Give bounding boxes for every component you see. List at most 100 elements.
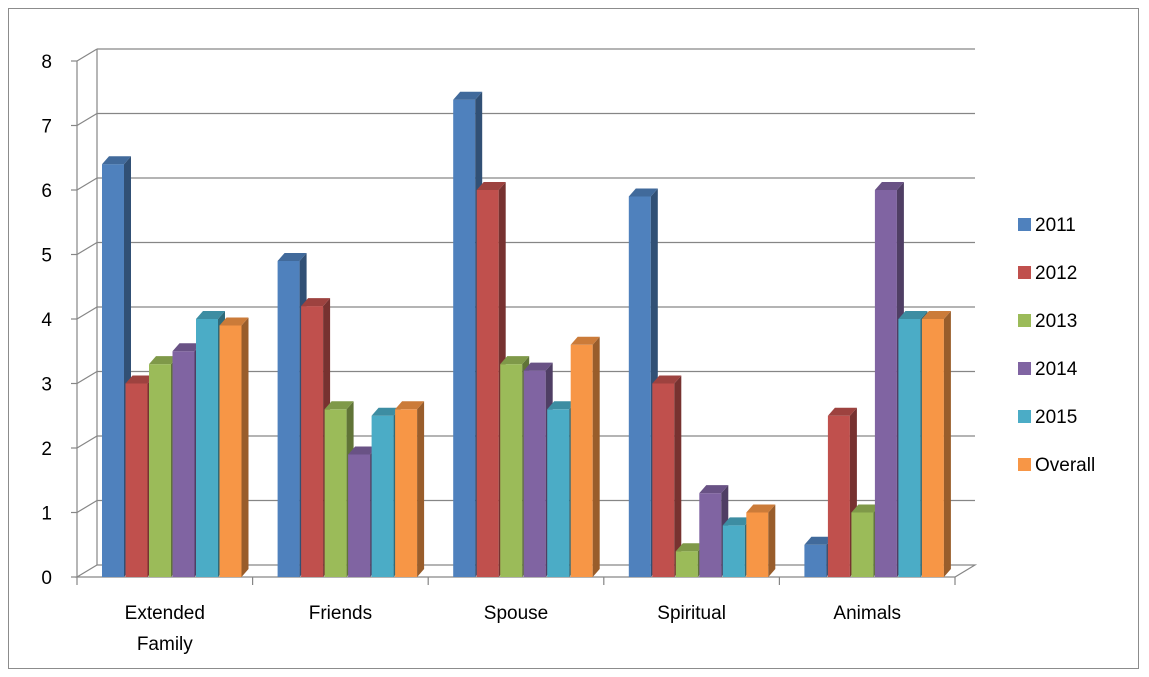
bar-side	[674, 375, 682, 577]
bars	[102, 91, 951, 577]
bar-top	[570, 336, 600, 345]
bar-top	[371, 407, 401, 416]
bar-side	[768, 504, 776, 577]
bar-top	[324, 401, 354, 410]
bar-front	[102, 164, 124, 577]
y-tick-label: 2	[41, 439, 52, 460]
bar	[570, 336, 600, 577]
bar-top	[699, 485, 729, 494]
bar-front	[301, 306, 324, 577]
bar-front	[628, 196, 651, 577]
bar-top	[348, 446, 378, 455]
x-tick-label: Spiritual	[657, 603, 726, 624]
bar-top	[547, 401, 577, 410]
bar-top	[921, 311, 951, 319]
bar-top	[125, 375, 155, 384]
bar-top	[804, 536, 834, 545]
bar-top	[628, 188, 658, 197]
legend: 2011 2012 2013 2014 2015 Overall	[1018, 215, 1095, 476]
bar-front	[874, 190, 897, 577]
legend-item: 2013	[1018, 311, 1077, 332]
bar-top	[827, 407, 857, 416]
bar-front	[149, 364, 171, 577]
bar-side	[943, 311, 951, 577]
bar-front	[804, 544, 827, 577]
axes	[71, 60, 956, 585]
y-tick-label: 4	[41, 310, 52, 331]
legend-item: 2014	[1018, 359, 1078, 380]
bar-front	[898, 319, 921, 577]
y-tick-label: 3	[41, 375, 52, 396]
bar-top	[874, 182, 904, 190]
bar-top	[523, 362, 553, 371]
bar-front	[219, 325, 242, 577]
bar-front	[348, 454, 371, 577]
bar-top	[898, 311, 928, 319]
bar-top	[149, 356, 178, 365]
legend-item: 2012	[1018, 263, 1077, 284]
bar	[652, 375, 682, 577]
bar-front	[277, 260, 300, 577]
bar	[746, 504, 776, 577]
legend-swatch	[1018, 410, 1031, 423]
bar-front	[652, 383, 675, 577]
gridline-diagonal	[76, 177, 98, 191]
gridline-diagonal	[76, 48, 98, 62]
bar-front	[547, 409, 570, 577]
gridline-diagonal	[76, 112, 98, 127]
y-tick-label: 6	[41, 181, 52, 202]
x-tick-label: Extended Family	[125, 603, 205, 655]
bar-front	[453, 99, 476, 577]
bar-front	[921, 319, 944, 577]
gridline-diagonal	[76, 241, 98, 256]
bar	[395, 401, 425, 577]
bar-top	[675, 543, 705, 552]
x-tick-label: Friends	[309, 603, 372, 624]
gridline-diagonal	[76, 499, 98, 514]
legend-swatch	[1018, 314, 1031, 327]
bar-side	[417, 401, 425, 577]
bar-front	[125, 383, 148, 577]
bar-top	[219, 317, 249, 326]
legend-label: 2012	[1035, 263, 1077, 284]
bar-top	[851, 504, 881, 513]
legend-item: 2011	[1018, 215, 1076, 236]
bar-front	[476, 190, 499, 577]
bar-top	[277, 252, 307, 261]
y-tick-label: 1	[41, 504, 52, 525]
bar-side	[592, 336, 600, 577]
bar-side	[241, 317, 249, 577]
x-tick-label: Spouse	[484, 603, 548, 624]
y-tick-label: 8	[41, 52, 52, 73]
legend-label: 2014	[1035, 359, 1078, 380]
gridline-diagonal	[76, 370, 98, 385]
bar-front	[570, 344, 593, 577]
legend-label: 2011	[1035, 215, 1076, 236]
bar-top	[453, 91, 483, 100]
y-tick-label: 0	[41, 568, 52, 589]
x-axis-tick-labels: Extended Family Friends Spouse Spiritual Anim…	[125, 603, 901, 655]
bar-front	[196, 319, 218, 577]
x-tick-label: Animals	[833, 603, 901, 624]
y-tick-label: 7	[41, 117, 52, 138]
bar-front	[500, 364, 523, 577]
legend-label: Overall	[1035, 455, 1095, 476]
bar	[219, 317, 249, 577]
bar-top	[172, 343, 202, 352]
bar-top	[196, 311, 225, 319]
y-axis-tick-labels: 0 1 2 3 4 5 6 7 8	[41, 52, 52, 589]
bar-front	[324, 409, 347, 577]
bar-front	[722, 525, 745, 577]
legend-swatch	[1018, 362, 1031, 375]
bar-front	[523, 370, 546, 577]
bar-front	[675, 551, 698, 577]
legend-label: 2013	[1035, 311, 1077, 332]
bar-front	[172, 351, 195, 577]
bar-front	[827, 415, 850, 577]
legend-item: Overall	[1018, 455, 1095, 476]
bar-front	[699, 493, 722, 577]
legend-label: 2015	[1035, 407, 1077, 428]
gridline-diagonal	[76, 435, 98, 449]
bar-top	[652, 375, 682, 384]
bar-front	[851, 512, 874, 577]
